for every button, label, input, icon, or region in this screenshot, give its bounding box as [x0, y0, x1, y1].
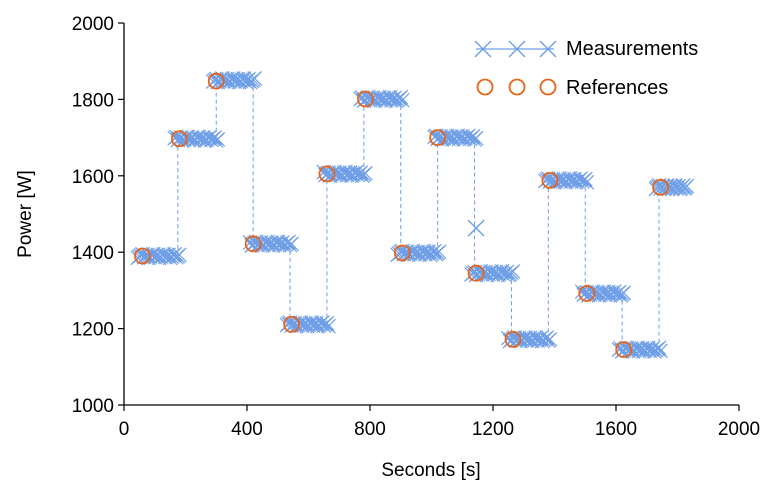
legend-circle-marker	[476, 78, 494, 96]
measurement-point	[394, 92, 410, 108]
measurement-point	[353, 165, 369, 181]
measurement-point	[679, 178, 695, 194]
measurement-plateau	[242, 234, 300, 254]
measurement-point	[281, 234, 296, 250]
measurement-point	[171, 247, 187, 263]
measurement-plateau	[279, 315, 336, 334]
measurement-point	[284, 236, 300, 252]
measurement-point	[616, 285, 632, 301]
legend-circle-marker	[539, 78, 557, 96]
measurement-outlier	[467, 219, 485, 237]
reference-point	[578, 285, 596, 302]
measurement-point	[357, 165, 373, 181]
legend: Measurements References	[474, 38, 698, 99]
references-series	[134, 72, 669, 359]
reference-point	[207, 72, 225, 90]
reference-point	[541, 171, 559, 189]
measurement-point	[577, 171, 593, 187]
measurement-point	[167, 246, 183, 262]
measurement-point	[196, 130, 211, 145]
measurement-point	[651, 340, 667, 356]
measurements-series	[130, 71, 695, 359]
measurement-point	[431, 244, 447, 260]
measurement-point	[579, 174, 595, 190]
legend-x-marker	[539, 40, 557, 58]
legend-circle-marker	[508, 78, 526, 96]
reference-point	[467, 264, 485, 282]
measurement-point	[539, 330, 555, 345]
measurement-plateau	[427, 128, 484, 147]
measurement-plateau	[464, 263, 521, 283]
measurement-point	[321, 318, 336, 334]
reference-point	[318, 165, 336, 183]
reference-point	[283, 315, 300, 333]
legend-x-marker	[474, 40, 492, 58]
legend-measurements-marker	[474, 40, 557, 58]
y-tick-label: 1200	[72, 320, 114, 341]
y-tick-label: 1400	[72, 243, 114, 264]
x-tick-label: 400	[231, 419, 263, 440]
measurement-point	[241, 71, 256, 87]
measurement-plateau	[316, 164, 373, 184]
legend-x-marker	[508, 40, 526, 58]
x-tick-label: 0	[119, 419, 130, 440]
y-axis-label: Power [W]	[15, 170, 36, 258]
legend-references-label: References	[566, 77, 668, 99]
y-tick-label: 1800	[72, 90, 114, 111]
reference-point	[615, 341, 633, 359]
measurement-point	[184, 130, 200, 145]
y-tick-label: 2000	[72, 14, 114, 35]
measurement-point	[542, 331, 558, 347]
reference-point	[244, 235, 262, 253]
x-axis-label: Seconds [s]	[381, 460, 480, 481]
measurement-plateau	[574, 284, 632, 303]
measurement-point	[653, 343, 669, 359]
reference-point	[504, 330, 522, 348]
measurement-point	[468, 130, 484, 146]
measurement-point	[207, 130, 223, 145]
reference-point	[134, 247, 151, 265]
measurement-plateau	[500, 330, 558, 349]
reference-point	[429, 129, 447, 147]
measurement-point	[393, 89, 409, 105]
measurement-point	[247, 71, 263, 86]
y-tick-label: 1000	[72, 396, 114, 417]
reference-point	[652, 178, 669, 196]
x-tick-label: 1200	[472, 419, 514, 440]
measurement-point	[427, 243, 442, 259]
reference-point	[393, 244, 411, 262]
x-tick-label: 1600	[595, 419, 637, 440]
x-tick-label: 800	[354, 419, 386, 440]
x-tick-label: 2000	[718, 419, 760, 440]
reference-point	[170, 130, 188, 148]
measurement-point	[465, 128, 481, 144]
measurement-point	[210, 131, 226, 147]
measurement-point	[505, 263, 521, 279]
y-tick-label: 1600	[72, 167, 114, 188]
reference-point	[356, 90, 374, 108]
axes: 0 400 800 1200 1600 2000 1000 1200 1400 1600 1800 2…	[72, 14, 760, 440]
legend-references-marker	[476, 78, 557, 96]
measurement-point	[319, 315, 335, 331]
measurement-plateau	[353, 89, 410, 109]
measurement-plateau	[167, 129, 226, 149]
legend-measurements-label: Measurements	[566, 38, 698, 60]
measurement-point	[499, 264, 515, 280]
measurement-point	[611, 284, 627, 300]
